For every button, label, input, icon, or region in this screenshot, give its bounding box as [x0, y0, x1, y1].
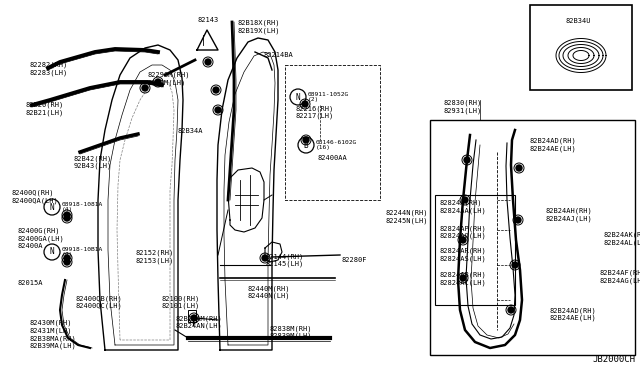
Circle shape: [515, 217, 521, 223]
Circle shape: [64, 215, 70, 221]
Circle shape: [64, 259, 70, 265]
Bar: [530, 5, 632, 90]
Circle shape: [155, 79, 161, 85]
Text: 82824AR(RH)
82824AS(LH): 82824AR(RH) 82824AS(LH): [439, 248, 486, 262]
Text: 82B42(RH)
92B43(LH): 82B42(RH) 92B43(LH): [74, 155, 112, 169]
Circle shape: [460, 275, 466, 281]
Text: 08911-1052G
(2): 08911-1052G (2): [308, 92, 349, 102]
Text: 82216(RH)
82217(LH): 82216(RH) 82217(LH): [296, 105, 334, 119]
Bar: [430, 120, 635, 355]
Circle shape: [302, 101, 308, 107]
Text: 82B34U: 82B34U: [565, 18, 591, 24]
Text: 82B18X(RH)
82B19X(LH): 82B18X(RH) 82B19X(LH): [237, 20, 280, 34]
Circle shape: [516, 165, 522, 171]
Circle shape: [512, 262, 518, 268]
Text: 08918-1081A
(4): 08918-1081A (4): [62, 202, 103, 212]
Circle shape: [64, 255, 70, 261]
Text: 82B24AD(RH)
82B24AE(LH): 82B24AD(RH) 82B24AE(LH): [549, 307, 596, 321]
Text: 82B24AM(RH)
82B24AN(LH): 82B24AM(RH) 82B24AN(LH): [175, 315, 221, 329]
Text: 82B24AH(RH)
82B24AJ(LH): 82B24AH(RH) 82B24AJ(LH): [545, 208, 592, 222]
Circle shape: [262, 255, 268, 261]
Text: 82400G(RH)
82400GA(LH)
82400A: 82400G(RH) 82400GA(LH) 82400A: [18, 228, 65, 249]
Text: 82015A: 82015A: [18, 280, 44, 286]
Circle shape: [142, 85, 148, 91]
Text: 82830(RH)
82931(LH): 82830(RH) 82931(LH): [443, 100, 481, 114]
Text: 82824A(RH)
82824AA(LH): 82824A(RH) 82824AA(LH): [439, 200, 486, 214]
Text: 82B24AD(RH)
82B24AE(LH): 82B24AD(RH) 82B24AE(LH): [530, 138, 577, 152]
Text: 82143: 82143: [197, 17, 218, 23]
Text: 82430M(RH)
82431M(LH)
82B38MA(RH)
82B39MA(LH): 82430M(RH) 82431M(LH) 82B38MA(RH) 82B39M…: [30, 320, 77, 349]
Text: 82244N(RH)
82245N(LH): 82244N(RH) 82245N(LH): [385, 210, 428, 224]
Text: 82440M(RH)
82440N(LH): 82440M(RH) 82440N(LH): [248, 285, 291, 299]
Text: 82282(RH)
82283(LH): 82282(RH) 82283(LH): [30, 62, 68, 76]
Text: 82400Q(RH)
82400QA(LH): 82400Q(RH) 82400QA(LH): [12, 190, 59, 204]
Circle shape: [191, 315, 197, 321]
Circle shape: [303, 137, 309, 143]
Circle shape: [462, 197, 468, 203]
Text: 82838M(RH)
82839M(LH): 82838M(RH) 82839M(LH): [270, 325, 312, 339]
Circle shape: [460, 237, 466, 243]
Text: N: N: [50, 202, 54, 212]
Text: 09918-10B1A
(4): 09918-10B1A (4): [62, 247, 103, 257]
Bar: [188, 310, 196, 322]
Text: 82290M(RH)
8229M(LH): 82290M(RH) 8229M(LH): [147, 72, 189, 86]
Text: B: B: [304, 141, 308, 150]
Circle shape: [508, 307, 514, 313]
Text: 82214BA: 82214BA: [263, 52, 292, 58]
Text: JB2000CH: JB2000CH: [592, 355, 635, 364]
Text: 82B34A: 82B34A: [178, 128, 204, 134]
Text: 82824AB(RH)
82824AC(LH): 82824AB(RH) 82824AC(LH): [439, 272, 486, 286]
Text: 82B24AK(RH)
82B24AL(LH): 82B24AK(RH) 82B24AL(LH): [603, 232, 640, 246]
Circle shape: [205, 59, 211, 65]
Text: 82400AA: 82400AA: [318, 155, 348, 161]
Circle shape: [213, 87, 219, 93]
Text: 82B24AF(RH)
82B24AG(LH): 82B24AF(RH) 82B24AG(LH): [600, 270, 640, 284]
Text: N: N: [50, 247, 54, 257]
Text: 82144(RH)
82145(LH): 82144(RH) 82145(LH): [265, 253, 303, 267]
Circle shape: [464, 157, 470, 163]
Text: 82824AP(RH)
82824AQ(LH): 82824AP(RH) 82824AQ(LH): [439, 225, 486, 239]
Text: 82280F: 82280F: [341, 257, 367, 263]
Text: 82100(RH)
82101(LH): 82100(RH) 82101(LH): [162, 295, 200, 309]
Circle shape: [64, 212, 70, 218]
Text: 82B20(RH)
82B21(LH): 82B20(RH) 82B21(LH): [25, 102, 63, 116]
Circle shape: [215, 107, 221, 113]
Text: 82152(RH)
82153(LH): 82152(RH) 82153(LH): [135, 250, 173, 264]
Text: N: N: [296, 93, 300, 102]
Text: 08146-6102G
(16): 08146-6102G (16): [316, 140, 357, 150]
Bar: [435, 195, 515, 305]
Text: 82400QB(RH)
82400QC(LH): 82400QB(RH) 82400QC(LH): [75, 295, 122, 309]
